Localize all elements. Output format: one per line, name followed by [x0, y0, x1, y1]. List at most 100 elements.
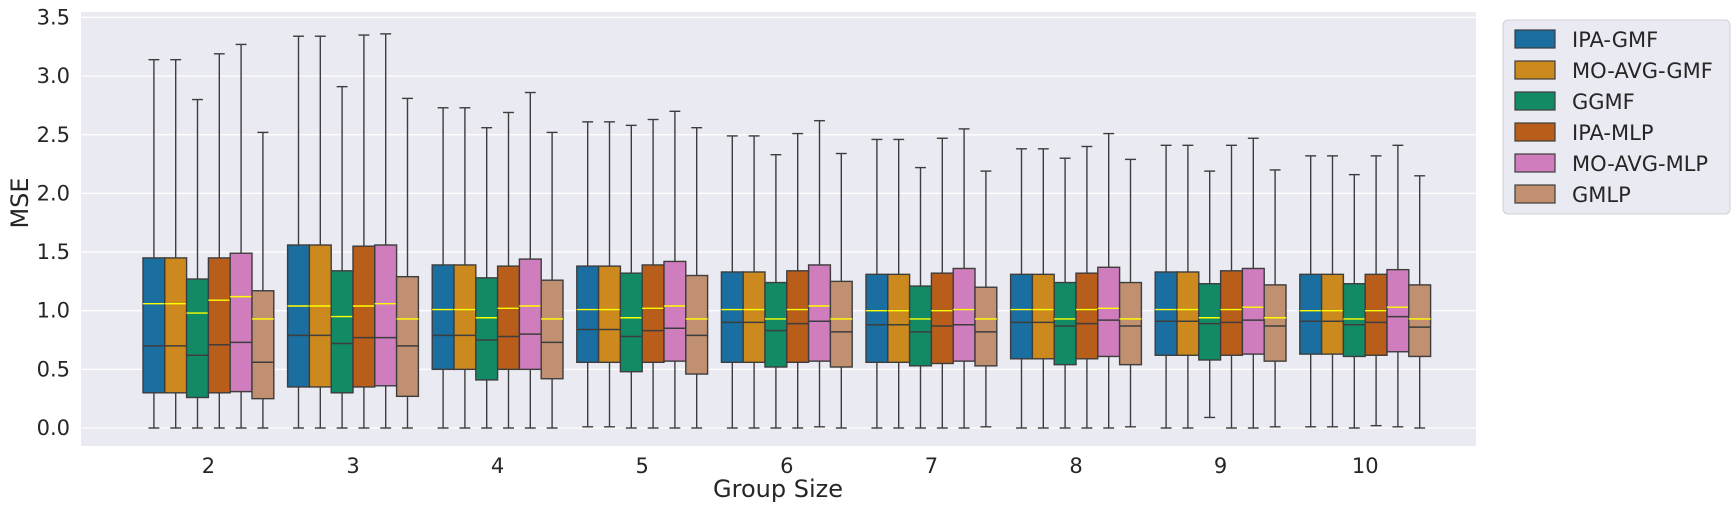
x-tick-label: 2: [202, 454, 215, 478]
y-tick-label: 3.0: [37, 64, 70, 88]
box: [1299, 273, 1323, 355]
legend-swatch: [1514, 29, 1556, 49]
box-group: [1299, 144, 1432, 429]
box: [1320, 273, 1345, 355]
box: [1031, 273, 1055, 360]
box: [1118, 281, 1143, 366]
x-tick-label: 8: [1069, 454, 1082, 478]
box: [1364, 273, 1388, 356]
x-tick-label: 3: [346, 454, 359, 478]
box: [1053, 281, 1077, 366]
box: [330, 270, 354, 394]
box-group: [1009, 132, 1143, 429]
box-group: [286, 33, 420, 429]
box: [374, 244, 398, 387]
box: [786, 270, 810, 364]
x-tick-label: 7: [925, 454, 938, 478]
legend-label: GMLP: [1572, 183, 1631, 207]
box: [576, 265, 600, 364]
x-axis-ticks: 2 3 4 5 6 7 8 9 10: [202, 454, 1379, 478]
box: [974, 286, 998, 367]
legend-swatch: [1514, 153, 1556, 173]
x-tick-label: 9: [1214, 454, 1227, 478]
x-axis-title: Group Size: [713, 475, 843, 503]
box: [308, 244, 332, 388]
box: [395, 275, 420, 398]
box: [518, 258, 542, 371]
x-tick-label: 10: [1352, 454, 1379, 478]
box: [597, 265, 622, 364]
box: [540, 279, 564, 380]
y-tick-label: 2.0: [37, 181, 70, 205]
box: [475, 277, 499, 381]
box-group: [720, 119, 853, 429]
box: [431, 264, 455, 371]
box: [1097, 266, 1121, 358]
box: [142, 257, 166, 394]
box: [685, 274, 709, 375]
legend-label: MO-AVG-MLP: [1572, 152, 1708, 176]
legend-frame: [1502, 19, 1731, 215]
y-axis-title: MSE: [6, 177, 34, 228]
box-group: [576, 110, 709, 429]
box: [764, 281, 788, 368]
box: [952, 267, 976, 362]
box: [453, 264, 477, 371]
box: [352, 245, 376, 388]
box: [887, 273, 911, 364]
box: [908, 285, 933, 367]
legend-swatch: [1514, 91, 1556, 111]
box: [496, 265, 521, 371]
box: [207, 257, 231, 394]
y-tick-label: 3.5: [37, 5, 70, 29]
box: [663, 260, 687, 362]
legend-label: IPA-GMF: [1572, 28, 1658, 52]
y-tick-label: 2.5: [37, 123, 70, 147]
y-axis-ticks: 0.0 0.5 1.0 1.5 2.0 2.5 3.0 3.5: [37, 5, 70, 440]
box-group: [865, 128, 998, 429]
box-group: [142, 43, 275, 429]
box: [1176, 271, 1200, 356]
box: [865, 273, 889, 364]
box: [1198, 283, 1222, 361]
box: [1408, 284, 1432, 358]
box: [807, 264, 832, 362]
box: [164, 257, 188, 394]
legend-label: IPA-MLP: [1572, 121, 1653, 145]
y-tick-label: 0.5: [37, 357, 70, 381]
y-tick-label: 1.0: [37, 299, 70, 323]
box: [185, 278, 210, 399]
legend-label: GGMF: [1572, 90, 1635, 114]
box-group: [1154, 137, 1287, 429]
box-group: [431, 91, 564, 429]
box: [1075, 272, 1099, 360]
box: [251, 290, 275, 400]
box-groups: [142, 33, 1432, 429]
box: [1241, 267, 1265, 355]
box: [1386, 268, 1410, 353]
legend-label: MO-AVG-GMF: [1572, 59, 1713, 83]
legend: IPA-GMF MO-AVG-GMF GGMF IPA-MLP MO-AVG-MLP GM…: [1502, 19, 1731, 215]
x-tick-label: 5: [636, 454, 649, 478]
box: [742, 271, 766, 364]
y-tick-label: 1.5: [37, 240, 70, 264]
box: [229, 252, 253, 393]
box: [641, 264, 665, 364]
box: [1009, 273, 1034, 360]
box: [930, 272, 954, 365]
box: [286, 244, 311, 388]
x-tick-label: 4: [491, 454, 504, 478]
box: [829, 280, 853, 368]
box: [619, 272, 643, 373]
x-tick-label: 6: [780, 454, 793, 478]
box: [1219, 270, 1244, 356]
legend-swatch: [1514, 184, 1556, 204]
y-tick-label: 0.0: [37, 416, 70, 440]
legend-swatch: [1514, 60, 1556, 80]
box: [1342, 283, 1366, 358]
legend-swatch: [1514, 122, 1556, 142]
box: [1154, 271, 1178, 356]
box: [720, 271, 744, 364]
box: [1263, 284, 1287, 362]
